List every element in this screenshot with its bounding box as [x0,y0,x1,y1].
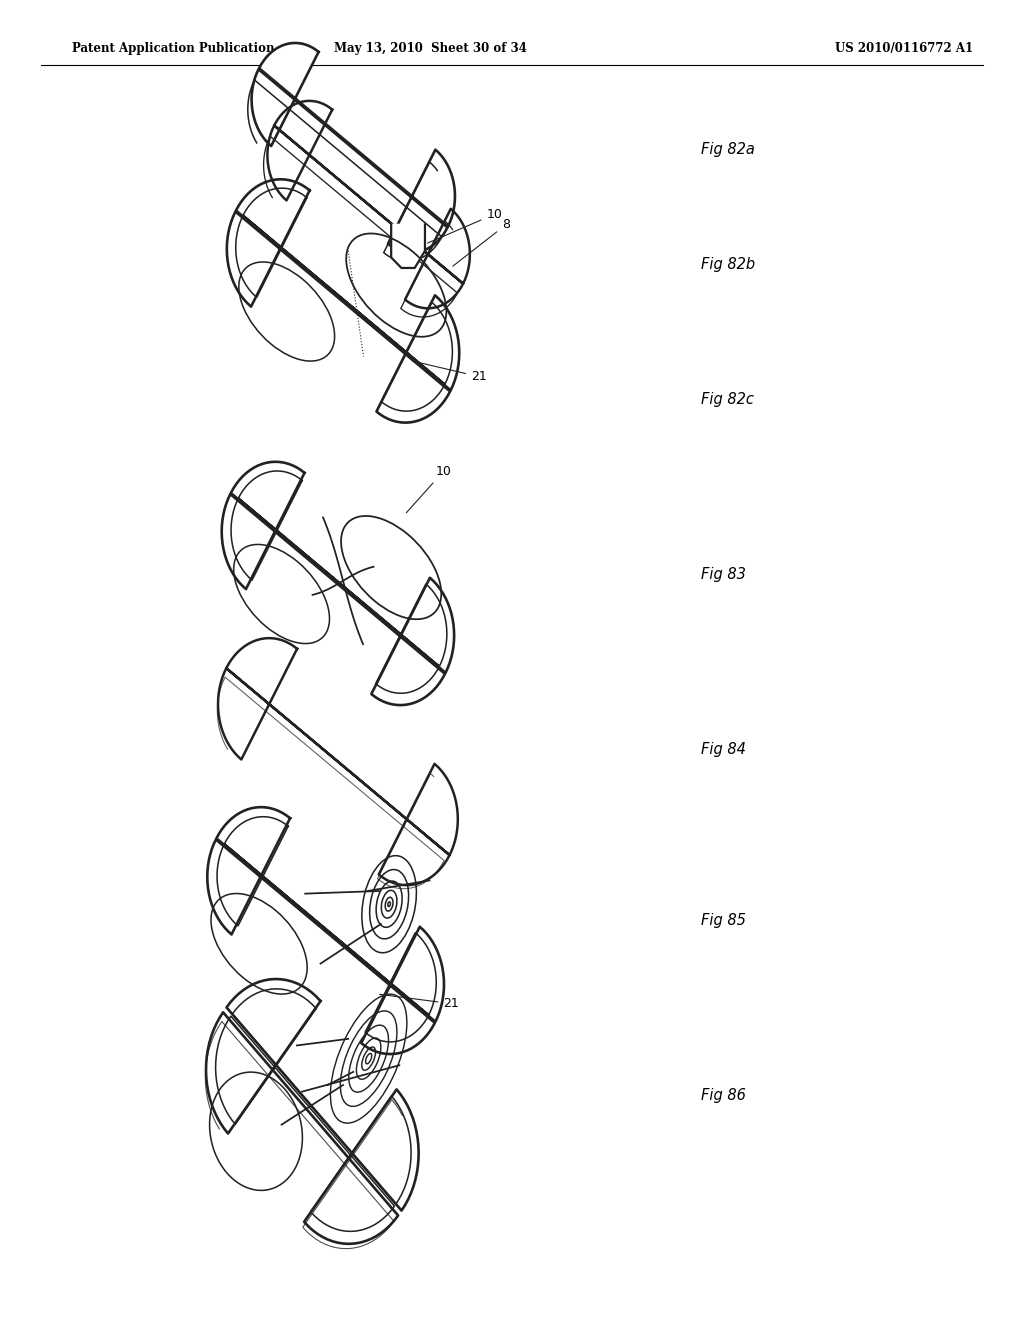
Text: Fig 82b: Fig 82b [701,256,756,272]
Text: Fig 84: Fig 84 [701,742,746,758]
Text: Fig 82c: Fig 82c [701,392,755,408]
Text: 21: 21 [413,360,486,383]
Polygon shape [227,180,459,422]
Text: 10: 10 [427,207,503,243]
Polygon shape [206,979,419,1243]
Text: Fig 82a: Fig 82a [701,141,756,157]
Text: 21: 21 [380,994,459,1010]
Polygon shape [391,224,425,268]
Text: US 2010/0116772 A1: US 2010/0116772 A1 [835,42,973,55]
Polygon shape [218,638,458,886]
Polygon shape [252,44,455,252]
Polygon shape [222,462,454,705]
Polygon shape [207,807,444,1055]
Polygon shape [267,100,470,309]
Text: 10: 10 [407,465,452,512]
Text: 8: 8 [453,218,510,267]
Text: May 13, 2010  Sheet 30 of 34: May 13, 2010 Sheet 30 of 34 [334,42,526,55]
Text: Fig 85: Fig 85 [701,912,746,928]
Text: Patent Application Publication: Patent Application Publication [72,42,274,55]
Text: Fig 86: Fig 86 [701,1088,746,1104]
Text: Fig 83: Fig 83 [701,566,746,582]
